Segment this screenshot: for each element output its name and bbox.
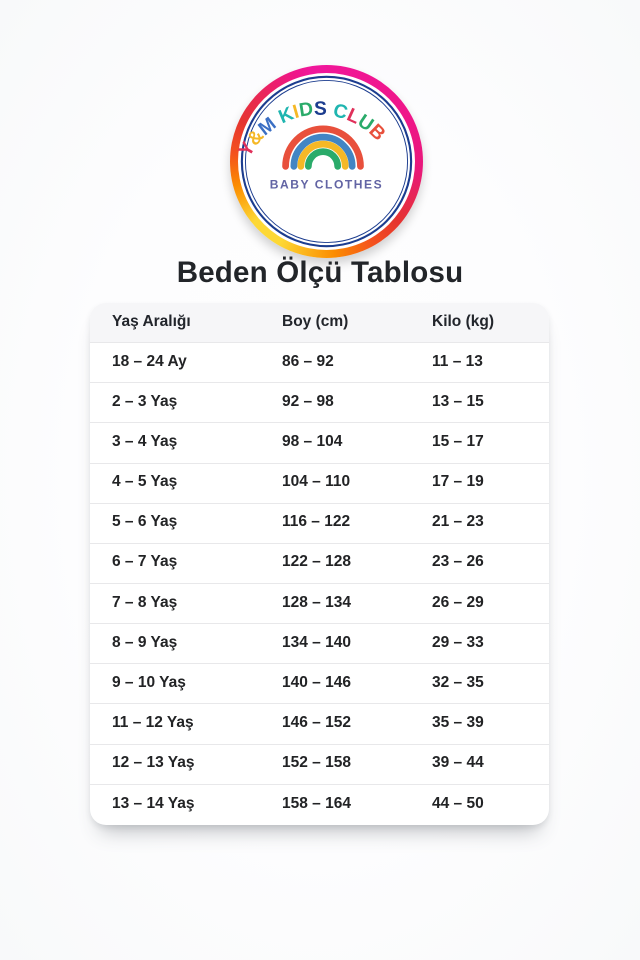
svg-text:BABY CLOTHES: BABY CLOTHES xyxy=(270,178,383,192)
